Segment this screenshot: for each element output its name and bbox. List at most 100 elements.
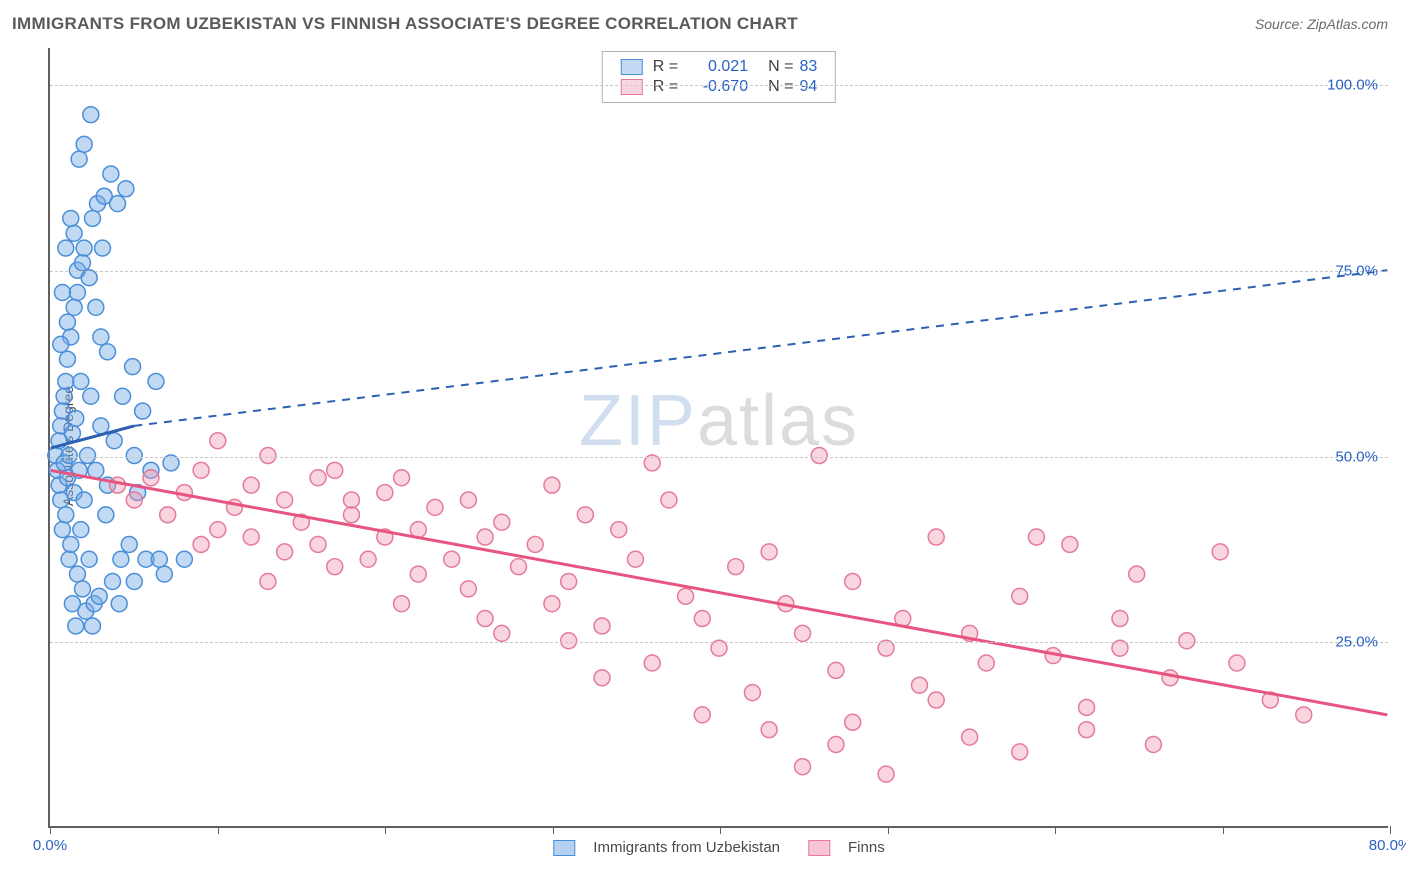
y-tick-label: 100.0% <box>1327 77 1378 94</box>
data-point <box>544 596 560 612</box>
data-point <box>644 655 660 671</box>
data-point <box>394 470 410 486</box>
data-point <box>744 685 760 701</box>
data-point <box>327 559 343 575</box>
data-point <box>527 536 543 552</box>
data-point <box>928 692 944 708</box>
x-tick <box>218 826 219 834</box>
data-point <box>310 470 326 486</box>
bottom-legend-item: Immigrants from Uzbekistan <box>553 839 780 856</box>
data-point <box>1296 707 1312 723</box>
data-point <box>79 448 95 464</box>
data-point <box>611 522 627 538</box>
data-point <box>828 737 844 753</box>
data-point <box>427 499 443 515</box>
data-point <box>1012 744 1028 760</box>
data-point <box>66 225 82 241</box>
data-point <box>68 410 84 426</box>
data-point <box>193 462 209 478</box>
data-point <box>277 492 293 508</box>
x-tick <box>1390 826 1391 834</box>
data-point <box>1145 737 1161 753</box>
data-point <box>143 470 159 486</box>
data-point <box>761 544 777 560</box>
bottom-legend: Immigrants from Uzbekistan Finns <box>553 839 884 856</box>
data-point <box>477 529 493 545</box>
data-point <box>544 477 560 493</box>
legend-label: Immigrants from Uzbekistan <box>593 839 780 856</box>
data-point <box>928 529 944 545</box>
data-point <box>795 759 811 775</box>
data-point <box>76 492 92 508</box>
data-point <box>761 722 777 738</box>
plot-area: ZIPatlas R =0.021N =83R =-0.670N =94 Imm… <box>48 48 1388 828</box>
data-point <box>110 477 126 493</box>
x-tick <box>385 826 386 834</box>
bottom-legend-item: Finns <box>808 839 885 856</box>
data-point <box>795 625 811 641</box>
data-point <box>88 299 104 315</box>
data-point <box>74 255 90 271</box>
data-point <box>69 285 85 301</box>
data-point <box>100 344 116 360</box>
data-point <box>135 403 151 419</box>
data-point <box>69 566 85 582</box>
data-point <box>511 559 527 575</box>
data-point <box>81 551 97 567</box>
data-point <box>494 514 510 530</box>
data-point <box>93 329 109 345</box>
data-point <box>83 107 99 123</box>
data-point <box>126 574 142 590</box>
data-point <box>1062 536 1078 552</box>
data-point <box>343 492 359 508</box>
gridline <box>50 85 1388 86</box>
data-point <box>73 373 89 389</box>
x-tick <box>1055 826 1056 834</box>
data-point <box>81 270 97 286</box>
chart-header: IMMIGRANTS FROM UZBEKISTAN VS FINNISH AS… <box>0 0 1406 48</box>
legend-label: Finns <box>848 839 885 856</box>
legend-swatch <box>553 840 575 856</box>
x-tick <box>1223 826 1224 834</box>
stats-legend-row: R =-0.670N =94 <box>621 78 817 96</box>
data-point <box>277 544 293 560</box>
data-point <box>444 551 460 567</box>
data-point <box>73 522 89 538</box>
legend-n-label: N = <box>768 78 793 96</box>
legend-r-label: R = <box>653 78 678 96</box>
data-point <box>1012 588 1028 604</box>
data-point <box>148 373 164 389</box>
x-tick-label-start: 0.0% <box>33 837 67 854</box>
data-point <box>121 536 137 552</box>
data-point <box>661 492 677 508</box>
data-point <box>243 529 259 545</box>
legend-swatch <box>621 79 643 95</box>
legend-n-value: 83 <box>799 58 817 76</box>
data-point <box>105 574 121 590</box>
data-point <box>1079 699 1095 715</box>
data-point <box>694 611 710 627</box>
data-point <box>1112 611 1128 627</box>
data-point <box>360 551 376 567</box>
data-point <box>58 373 74 389</box>
data-point <box>59 314 75 330</box>
data-point <box>66 299 82 315</box>
data-point <box>56 388 72 404</box>
data-point <box>694 707 710 723</box>
data-point <box>210 433 226 449</box>
data-point <box>260 448 276 464</box>
data-point <box>728 559 744 575</box>
x-tick-label-end: 80.0% <box>1369 837 1406 854</box>
data-point <box>477 611 493 627</box>
data-point <box>106 433 122 449</box>
data-point <box>151 551 167 567</box>
data-point <box>125 359 141 375</box>
data-point <box>63 210 79 226</box>
data-point <box>110 196 126 212</box>
x-tick <box>553 826 554 834</box>
data-point <box>912 677 928 693</box>
data-point <box>118 181 134 197</box>
data-point <box>845 714 861 730</box>
gridline <box>50 642 1388 643</box>
data-point <box>76 136 92 152</box>
